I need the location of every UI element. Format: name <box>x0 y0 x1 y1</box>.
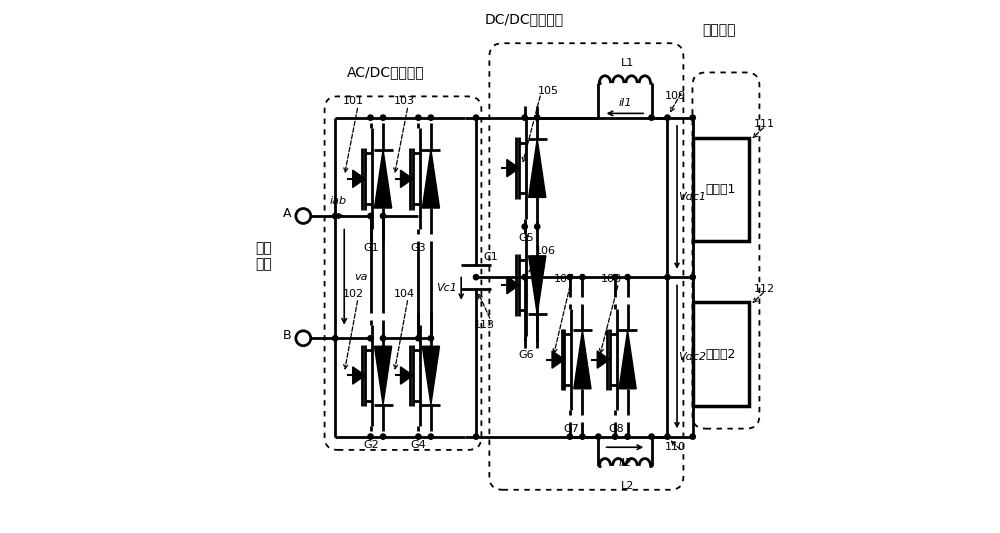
Polygon shape <box>507 159 519 177</box>
Circle shape <box>428 336 434 341</box>
Text: 107: 107 <box>554 274 575 285</box>
Circle shape <box>612 274 618 280</box>
Text: AC/DC变换模块: AC/DC变换模块 <box>347 66 425 79</box>
Text: G2: G2 <box>363 440 379 450</box>
Text: 106: 106 <box>535 246 556 255</box>
Text: 109: 109 <box>665 91 686 101</box>
Text: 113: 113 <box>474 320 495 330</box>
Circle shape <box>368 213 373 219</box>
Circle shape <box>368 115 373 120</box>
Text: 单相
交流: 单相 交流 <box>255 241 272 271</box>
Polygon shape <box>374 346 392 405</box>
Polygon shape <box>529 256 546 314</box>
Text: 112: 112 <box>754 284 775 294</box>
Text: G4: G4 <box>411 440 427 450</box>
Circle shape <box>649 434 654 439</box>
Text: iI1: iI1 <box>618 98 632 108</box>
Circle shape <box>665 115 670 120</box>
Text: G6: G6 <box>518 350 534 360</box>
Polygon shape <box>597 351 610 368</box>
Polygon shape <box>374 150 392 208</box>
Text: 储能体2: 储能体2 <box>705 348 736 361</box>
Circle shape <box>535 115 540 120</box>
Text: iab: iab <box>329 196 346 206</box>
Circle shape <box>416 115 421 120</box>
Polygon shape <box>401 170 413 188</box>
Circle shape <box>690 274 695 280</box>
Circle shape <box>665 274 670 280</box>
Polygon shape <box>422 346 440 405</box>
Text: Vdc1: Vdc1 <box>678 192 706 203</box>
Text: 104: 104 <box>394 289 415 298</box>
Circle shape <box>368 336 373 341</box>
Circle shape <box>333 213 338 219</box>
Circle shape <box>522 274 527 280</box>
Circle shape <box>380 336 386 341</box>
Bar <box>693 302 749 406</box>
Circle shape <box>535 274 540 280</box>
Text: DC/DC变换模块: DC/DC变换模块 <box>484 12 563 26</box>
Text: L2: L2 <box>621 481 634 491</box>
Circle shape <box>580 274 585 280</box>
Polygon shape <box>353 170 365 188</box>
Circle shape <box>473 115 479 120</box>
Circle shape <box>333 336 338 341</box>
Text: il2: il2 <box>618 458 632 468</box>
Text: G1: G1 <box>363 244 379 253</box>
Text: 101: 101 <box>343 96 364 106</box>
Text: 储能体1: 储能体1 <box>705 183 736 196</box>
Text: 111: 111 <box>754 119 775 130</box>
Circle shape <box>380 434 386 439</box>
Circle shape <box>625 274 630 280</box>
Circle shape <box>625 434 630 439</box>
Bar <box>693 138 749 241</box>
Circle shape <box>612 434 618 439</box>
Circle shape <box>690 434 695 439</box>
Text: G8: G8 <box>609 424 624 434</box>
Circle shape <box>380 213 386 219</box>
Polygon shape <box>507 277 519 294</box>
Circle shape <box>473 274 479 280</box>
Text: 102: 102 <box>343 289 364 298</box>
Circle shape <box>665 434 670 439</box>
Circle shape <box>567 274 573 280</box>
Circle shape <box>567 434 573 439</box>
Text: 储能模块: 储能模块 <box>702 23 736 37</box>
Text: G5: G5 <box>518 233 534 243</box>
Circle shape <box>596 434 601 439</box>
Circle shape <box>522 224 527 229</box>
Circle shape <box>380 115 386 120</box>
Text: 110: 110 <box>665 442 686 452</box>
Text: 105: 105 <box>537 86 558 95</box>
Circle shape <box>522 115 527 120</box>
Text: 103: 103 <box>394 96 415 106</box>
Polygon shape <box>574 330 591 389</box>
Polygon shape <box>529 139 546 197</box>
Text: va: va <box>354 272 367 282</box>
Polygon shape <box>619 330 636 389</box>
Polygon shape <box>422 150 440 208</box>
Text: C1: C1 <box>484 253 498 262</box>
Polygon shape <box>401 367 413 384</box>
Text: L1: L1 <box>621 58 634 68</box>
Text: 108: 108 <box>601 274 622 285</box>
Circle shape <box>416 434 421 439</box>
Text: Vdc2: Vdc2 <box>678 352 706 362</box>
Circle shape <box>535 224 540 229</box>
Polygon shape <box>353 367 365 384</box>
Polygon shape <box>552 351 564 368</box>
Circle shape <box>428 434 434 439</box>
Text: Vc1: Vc1 <box>437 283 457 293</box>
Text: A: A <box>283 207 292 220</box>
Text: G7: G7 <box>563 424 579 434</box>
Circle shape <box>690 115 695 120</box>
Circle shape <box>649 115 654 120</box>
Text: G3: G3 <box>411 244 426 253</box>
Circle shape <box>473 434 479 439</box>
Circle shape <box>368 434 373 439</box>
Circle shape <box>428 115 434 120</box>
Text: B: B <box>283 329 292 342</box>
Circle shape <box>580 434 585 439</box>
Circle shape <box>416 336 421 341</box>
